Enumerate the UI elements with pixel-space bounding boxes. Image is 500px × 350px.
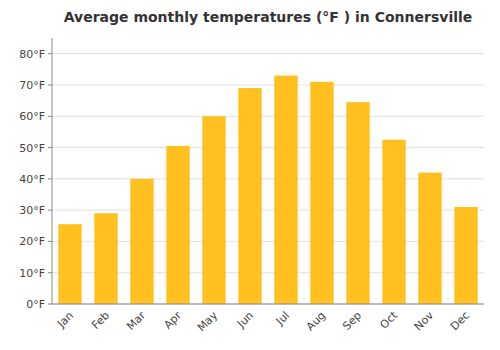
y-tick-label: 20°F xyxy=(19,235,45,248)
y-tick xyxy=(48,178,52,179)
y-tick-label: 30°F xyxy=(19,204,45,217)
bars xyxy=(58,76,477,304)
grid-line xyxy=(52,53,484,54)
y-tick-label: 70°F xyxy=(19,79,45,92)
grid xyxy=(52,54,484,304)
y-tick xyxy=(48,116,52,117)
y-tick xyxy=(48,53,52,54)
bar xyxy=(454,207,477,304)
grid-line xyxy=(52,147,484,148)
x-tick-label: Nov xyxy=(412,309,437,334)
bar xyxy=(382,140,405,304)
bar xyxy=(94,213,117,304)
y-tick xyxy=(48,241,52,242)
bar xyxy=(238,88,261,304)
y-tick-label: 10°F xyxy=(19,267,45,280)
y-tick-label: 60°F xyxy=(19,110,45,123)
bar xyxy=(346,102,369,304)
y-tick xyxy=(48,304,52,305)
bar xyxy=(418,173,441,304)
x-axis: Jan Feb Mar Apr May Jun Jul Aug Sep Oct Nov Dec xyxy=(52,304,484,334)
chart-svg: Average monthly temperatures (°F ) in Co… xyxy=(0,0,500,350)
bar xyxy=(274,76,297,304)
x-tick-label: Jul xyxy=(273,309,292,328)
x-tick-label: Jan xyxy=(54,309,76,331)
grid-line xyxy=(52,116,484,117)
x-tick-label: Feb xyxy=(89,309,112,332)
bar xyxy=(310,82,333,304)
x-tick-label: Sep xyxy=(340,309,364,333)
y-tick-label: 40°F xyxy=(19,173,45,186)
bar xyxy=(202,116,225,304)
y-tick xyxy=(48,210,52,211)
chart-title: Average monthly temperatures (°F ) in Co… xyxy=(64,9,473,25)
chart-container: Average monthly temperatures (°F ) in Co… xyxy=(0,0,500,350)
y-tick xyxy=(48,272,52,273)
y-tick-label: 80°F xyxy=(19,48,45,61)
x-tick-label: Apr xyxy=(161,309,184,332)
x-tick-label: Mar xyxy=(124,309,148,333)
grid-line xyxy=(52,304,484,305)
bar xyxy=(58,224,81,304)
x-tick-label: Aug xyxy=(304,309,328,333)
y-axis-line xyxy=(52,38,53,304)
x-tick-label: Oct xyxy=(377,308,400,331)
x-tick-label: Jun xyxy=(234,309,256,331)
x-tick-label: Dec xyxy=(448,309,472,333)
x-axis-line xyxy=(52,304,484,305)
y-tick xyxy=(48,147,52,148)
x-tick-label: May xyxy=(195,309,221,335)
grid-line xyxy=(52,84,484,85)
y-tick-label: 50°F xyxy=(19,142,45,155)
y-tick-label: 0°F xyxy=(26,298,45,311)
bar xyxy=(130,179,153,304)
y-axis: 0°F 10°F 20°F 30°F 40°F 50°F 60°F 70°F 80°F xyxy=(19,38,52,311)
y-tick xyxy=(48,84,52,85)
bar xyxy=(166,146,189,304)
